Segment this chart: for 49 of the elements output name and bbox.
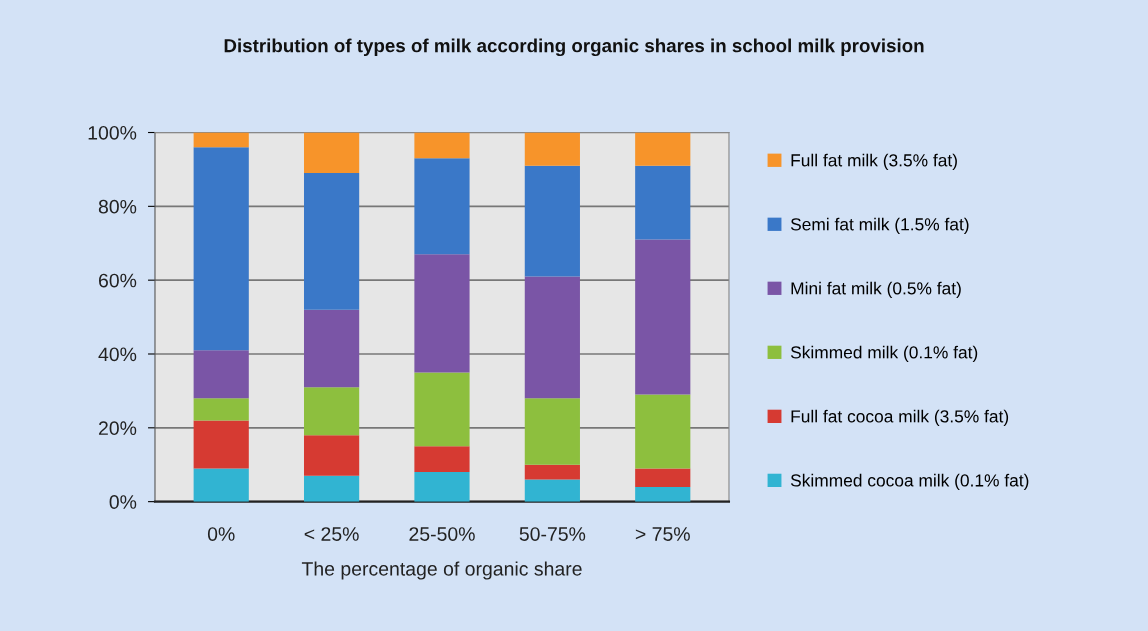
bar — [414, 472, 470, 502]
bar — [635, 468, 691, 487]
bar — [635, 239, 691, 395]
bar — [635, 394, 691, 469]
x-tick-label: 50-75% — [519, 527, 586, 541]
x-tick-label: 0% — [207, 527, 235, 541]
bar — [524, 276, 580, 399]
y-tick-label: 20% — [98, 421, 137, 436]
x-tick-label: < 25% — [304, 527, 359, 541]
legend-label: Semi fat milk (1.5% fat) — [790, 217, 969, 234]
bar — [304, 309, 360, 388]
y-tick-label: 0% — [109, 495, 137, 509]
bar — [414, 158, 470, 255]
bar — [635, 486, 691, 502]
bar — [193, 468, 249, 502]
bar — [524, 464, 580, 480]
legend-label: Skimmed cocoa milk (0.1% fat) — [790, 473, 1029, 490]
bar — [524, 132, 580, 166]
legend-label: Mini fat milk (0.5% fat) — [791, 281, 961, 298]
bar — [304, 173, 360, 310]
bar — [193, 420, 249, 469]
bar — [414, 254, 470, 373]
y-tick-label: 100% — [88, 125, 137, 140]
bar — [635, 132, 691, 166]
x-tick-label: 25-50% — [409, 527, 475, 541]
y-tick-label: 80% — [98, 199, 137, 214]
bar — [414, 446, 470, 473]
bar — [524, 165, 580, 277]
y-tick-label: 40% — [98, 347, 137, 362]
y-tick-label: 60% — [99, 273, 137, 288]
x-axis-title: The percentage of organic share — [301, 561, 582, 580]
chart-title: Distribution of types of milk according organic shares in school milk provision — [224, 38, 924, 57]
bar — [193, 132, 249, 148]
legend-label: Skimmed milk (0.1% fat) — [790, 345, 978, 362]
bar — [304, 387, 360, 436]
legend-label: Full fat milk (3.5% fat) — [791, 153, 957, 170]
bar — [414, 132, 470, 159]
bar — [193, 147, 249, 351]
bar — [304, 475, 360, 502]
bar — [193, 398, 249, 421]
bar — [524, 398, 580, 465]
x-tick-label: > 75% — [635, 527, 690, 541]
bar — [635, 165, 691, 240]
bar — [304, 132, 360, 174]
bar — [414, 372, 470, 447]
bar — [304, 435, 360, 476]
bar — [193, 350, 249, 399]
legend-label: Full fat cocoa milk (3.5% fat) — [791, 409, 1009, 426]
bar — [524, 479, 580, 502]
